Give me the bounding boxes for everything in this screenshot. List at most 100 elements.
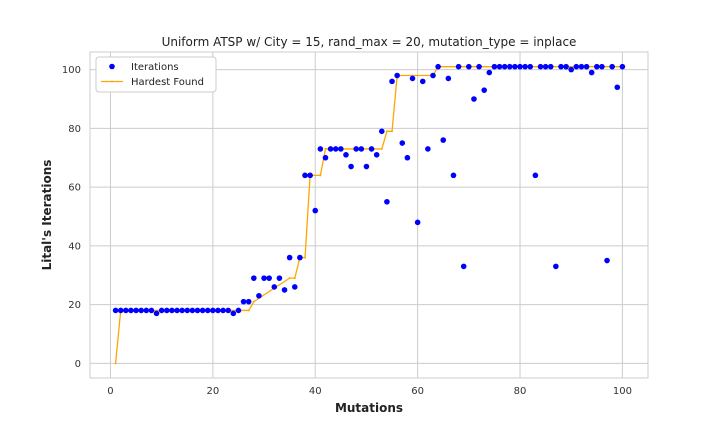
iterations-point (389, 78, 395, 85)
iterations-point (471, 96, 477, 102)
iterations-point (501, 63, 508, 70)
iterations-point (378, 128, 385, 135)
legend: Iterations Hardest Found (95, 56, 217, 93)
iterations-point (563, 63, 569, 70)
iterations-point (358, 146, 365, 152)
hardest-found-point (314, 174, 317, 177)
iterations-point (481, 87, 487, 93)
y-axis-label: Lital's Iterations (40, 160, 54, 271)
iterations-point (281, 287, 288, 293)
iterations-point (210, 307, 216, 314)
iterations-point (261, 275, 267, 281)
x-tick-label: 60 (411, 386, 424, 397)
iterations-point (276, 275, 283, 281)
iterations-point (368, 146, 375, 152)
y-axis-ticks: 0 20 40 60 80 100 (62, 65, 81, 370)
iterations-point (399, 140, 406, 146)
iterations-point (573, 63, 580, 70)
iterations-point (327, 146, 334, 152)
iterations-point (256, 292, 262, 299)
legend-box (95, 56, 217, 93)
iterations-point (517, 63, 523, 70)
iterations-point (235, 307, 242, 314)
iterations-point (307, 172, 313, 179)
y-tick-label: 0 (75, 359, 81, 370)
iterations-point (409, 75, 416, 82)
iterations-point (583, 63, 590, 70)
iterations-point (163, 307, 170, 314)
iterations-point (251, 275, 257, 281)
y-tick-label: 20 (68, 300, 81, 311)
hardest-found-point (324, 147, 327, 150)
iterations-point (604, 257, 610, 264)
iterations-point (322, 154, 329, 161)
iterations-point (317, 146, 324, 152)
y-tick-label: 60 (68, 183, 81, 194)
iterations-point (522, 63, 528, 70)
iterations-point (338, 146, 344, 152)
iterations-point (532, 172, 539, 179)
iterations-point (394, 72, 400, 79)
iterations-point (184, 307, 191, 314)
iterations-point (138, 307, 144, 314)
iterations-point (486, 69, 493, 76)
y-tick-label: 40 (68, 241, 81, 252)
y-tick-label: 80 (68, 124, 81, 135)
iterations-point (404, 154, 411, 161)
iterations-point (225, 307, 232, 314)
series-iterations (112, 63, 626, 317)
iterations-point (220, 307, 226, 314)
iterations-point (568, 66, 575, 73)
plot-frame (89, 51, 649, 379)
iterations-point (189, 307, 196, 314)
iterations-point (133, 307, 139, 314)
iterations-point (578, 63, 585, 70)
iterations-point (158, 307, 165, 314)
iterations-point (148, 307, 155, 314)
iterations-point (476, 63, 482, 70)
iterations-point (619, 63, 626, 70)
iterations-point (291, 284, 298, 290)
iterations-point (215, 307, 221, 314)
iterations-point (419, 78, 426, 85)
iterations-point (353, 146, 360, 152)
iterations-point (343, 151, 349, 158)
hardest-found-point (385, 130, 388, 133)
iterations-point (496, 63, 503, 70)
iterations-point (117, 307, 124, 314)
iterations-point (547, 63, 554, 70)
iterations-point (266, 275, 272, 281)
y-tick-label: 100 (62, 65, 81, 76)
iterations-point (542, 63, 549, 70)
iterations-point (609, 63, 615, 70)
iterations-point (614, 84, 621, 91)
chart-title: Uniform ATSP w/ City = 15, rand_max = 20… (162, 35, 577, 49)
hardest-found-point (391, 130, 394, 133)
hardest-found-point (380, 147, 383, 150)
hardest-found-point (252, 300, 255, 303)
legend-marker-hardest-found (111, 80, 113, 83)
iterations-point (455, 63, 462, 70)
iterations-point (363, 163, 370, 170)
iterations-point (153, 310, 160, 317)
iterations-point (302, 172, 308, 179)
hardest-found-point (247, 309, 250, 312)
iterations-point (286, 254, 293, 261)
iterations-point (297, 254, 303, 261)
iterations-point (194, 307, 201, 314)
iterations-point (245, 298, 252, 305)
hardest-found-point (304, 256, 307, 259)
x-tick-label: 40 (309, 386, 322, 397)
iterations-point (506, 63, 513, 70)
iterations-point (240, 298, 247, 305)
x-tick-label: 0 (107, 386, 113, 397)
iterations-point (174, 307, 180, 314)
iterations-point (204, 307, 211, 314)
iterations-point (348, 163, 354, 170)
iterations-point (599, 63, 605, 70)
iterations-point (588, 69, 595, 76)
hardest-found-point (288, 277, 291, 280)
iterations-point (466, 63, 472, 70)
plot-area (90, 52, 648, 378)
